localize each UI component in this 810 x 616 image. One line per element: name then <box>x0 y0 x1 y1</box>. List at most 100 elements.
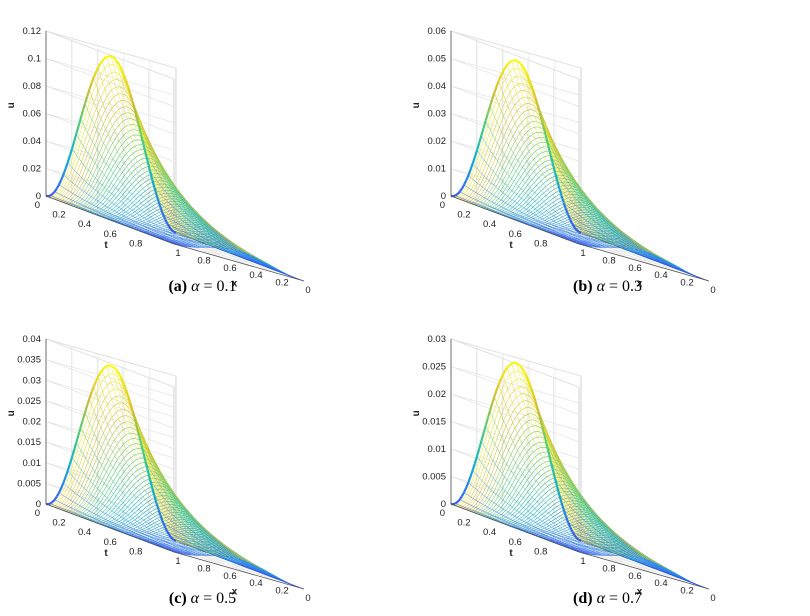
mesh-line-x <box>507 367 636 557</box>
ridge-segment <box>144 461 149 472</box>
mesh-line-x <box>511 363 640 558</box>
ridge-segment <box>553 478 559 488</box>
mesh-line-x <box>167 531 296 587</box>
ridge-segment <box>112 56 117 61</box>
mesh-line-x <box>145 462 274 576</box>
x-tick-label: 0.8 <box>602 563 615 574</box>
ridge-segment <box>506 61 511 66</box>
u-tick-label: 0.015 <box>17 437 41 448</box>
mesh-line-x <box>149 479 279 578</box>
ridge-segment <box>157 201 162 209</box>
ridge-segment <box>53 187 58 193</box>
mesh-line-x <box>554 172 684 270</box>
mesh-line-x <box>463 184 593 247</box>
surface-group: 0 0.01 0.02 0.03 0.04 0.05 0.06 u 0 0.2 0.4 0.6 0.8 t… <box>411 26 716 296</box>
mesh-line-x <box>154 187 283 273</box>
mesh-line-x <box>97 67 227 249</box>
t-tick-label: 0.4 <box>78 527 91 538</box>
ridge-segment <box>142 453 147 463</box>
t-axis-label: t <box>509 548 513 559</box>
ridge-segment <box>60 482 65 489</box>
caption-label: (a) <box>168 278 188 295</box>
surface-plot-svg: 00.0050.010.0150.020.0250.030.0350.04u00… <box>6 334 311 604</box>
ridge-segment <box>129 403 134 412</box>
ridge-segment <box>521 65 526 71</box>
ridge-segment <box>106 55 110 58</box>
ridge-segment <box>482 425 487 434</box>
ridge-segment <box>571 223 576 228</box>
t-axis-line <box>45 195 175 245</box>
mesh-line-x <box>84 412 214 556</box>
mesh-line-x <box>468 482 597 556</box>
ridge-segment <box>66 155 71 163</box>
ridge-segment <box>517 363 522 367</box>
ridge-segment <box>530 387 535 395</box>
u-tick-label: 0.04 <box>23 136 42 147</box>
ridge-segment <box>161 213 167 220</box>
mesh-line-x <box>476 456 606 556</box>
ridge-segment <box>122 74 128 82</box>
t-tick-label: 0.4 <box>78 219 91 230</box>
grid-line-u <box>450 113 582 162</box>
ridge-segment <box>480 433 485 442</box>
u-tick-label: 0.005 <box>422 472 446 483</box>
ridge-segment <box>73 133 78 142</box>
surface-plot-svg: 0 0.005 0.01 0.015 0.02 0.025 0.03 u 0 0.2 0.4 0.6 0… <box>411 334 716 604</box>
ridge-segment <box>173 538 177 542</box>
ridge-segment <box>452 502 456 506</box>
u-tick-label: 0 <box>36 191 41 202</box>
ridge-segment <box>454 193 459 197</box>
mesh-line-x <box>528 381 658 564</box>
t-tick-label: 0.2 <box>52 210 65 221</box>
x-tick-label: 0.4 <box>249 578 262 589</box>
ridge-segment <box>138 126 143 137</box>
mesh-line-x <box>520 365 649 561</box>
caption-label: (b) <box>573 278 593 295</box>
ridge-segment <box>97 372 102 378</box>
floor-grid-x <box>502 210 632 260</box>
ridge-segment <box>527 381 533 389</box>
ridge-segment <box>564 208 570 215</box>
ridge-segment <box>467 476 472 483</box>
ridge-segment <box>140 135 145 145</box>
u-tick-label: 0.03 <box>428 109 447 120</box>
ridge-segment <box>131 101 136 111</box>
x-axis-label: x <box>232 279 238 290</box>
mesh-line-x <box>119 65 248 254</box>
ridge-segment <box>75 434 80 443</box>
mesh-line-x <box>489 410 619 556</box>
u-tick-label: 0.02 <box>23 164 42 175</box>
x-tick-label: 0.2 <box>275 586 288 597</box>
mesh-line-x <box>54 191 183 247</box>
t-tick-label: 0.8 <box>129 238 142 249</box>
x-tick-label: 0.4 <box>654 578 667 589</box>
ridge-segment <box>161 521 167 528</box>
ridge-segment <box>53 495 58 501</box>
t-tick-label: 0 <box>35 200 40 211</box>
ridge-segment <box>540 425 546 435</box>
ridge-segment <box>58 179 63 186</box>
mesh-line-x <box>58 492 188 555</box>
mesh-line-x <box>520 63 649 253</box>
grid-line-u <box>45 400 177 450</box>
u-tick-label: 0.025 <box>17 396 41 407</box>
ridge-segment <box>517 60 522 65</box>
mesh-line-x <box>459 499 588 555</box>
u-tick-label: 0.005 <box>17 478 41 489</box>
ridge-segment <box>467 169 472 176</box>
ridge-segment <box>460 184 465 190</box>
x-tick-label: 0.2 <box>680 278 693 289</box>
t-tick-label: 0.6 <box>509 229 522 240</box>
ridge-segment <box>64 162 69 170</box>
ridge-segment <box>73 442 78 451</box>
ridge-segment <box>515 362 519 366</box>
t-tick-label: 0.6 <box>104 537 117 548</box>
ridge-segment <box>157 509 162 517</box>
ridge-segment <box>504 64 509 69</box>
mesh-line-x <box>63 482 192 556</box>
caption-value: = 0.7 <box>608 590 642 607</box>
mesh-line-x <box>554 478 684 578</box>
mesh-line-x <box>494 396 623 556</box>
u-tick-label: 0.01 <box>23 458 42 469</box>
x-tick-label: 0.6 <box>628 571 641 582</box>
